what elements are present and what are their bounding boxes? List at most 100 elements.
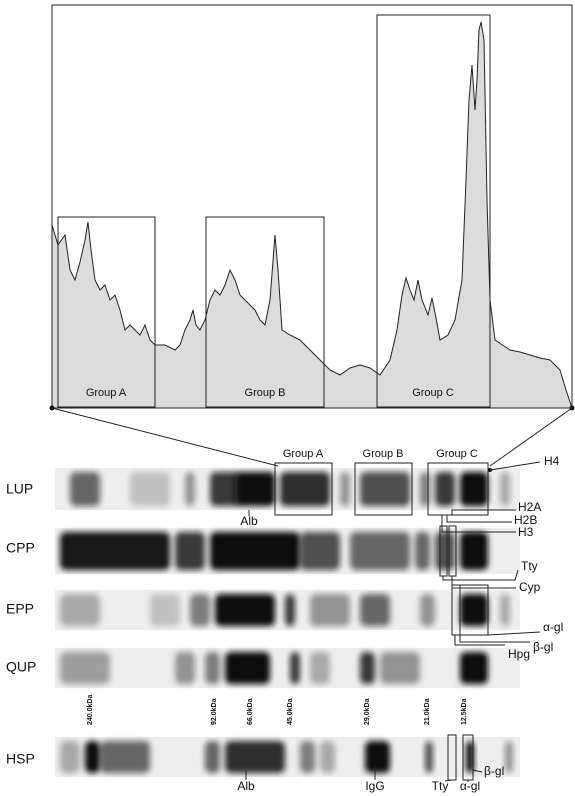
band-label: Hpg xyxy=(508,647,530,661)
marker-label: 66.0kDa xyxy=(247,698,254,725)
band-label: H2A xyxy=(518,500,541,514)
gel-band xyxy=(420,594,435,626)
densitogram-frame xyxy=(51,4,573,408)
lane-label: EPP xyxy=(6,601,34,617)
gel-band xyxy=(85,741,100,773)
group-label: Group C xyxy=(412,387,454,399)
gel-group-box xyxy=(354,462,413,516)
leader xyxy=(442,569,519,581)
band-label: Cyp xyxy=(519,580,541,594)
gel-band xyxy=(505,741,513,773)
gel-band xyxy=(210,472,240,506)
group-box xyxy=(376,14,491,408)
gel-band xyxy=(340,472,350,506)
gel-band xyxy=(100,741,150,773)
gel-band xyxy=(225,741,285,773)
group-box xyxy=(205,216,325,408)
band-label: Tty xyxy=(432,779,449,793)
gel-band xyxy=(175,532,205,570)
band-label: H3 xyxy=(518,525,534,539)
gel-band xyxy=(460,472,488,506)
gel-band xyxy=(415,532,430,570)
band-label: IgG xyxy=(365,779,384,793)
leader xyxy=(444,779,453,782)
gel-band xyxy=(350,532,410,570)
gel-band xyxy=(60,652,110,684)
marker-label: 92.0kDa xyxy=(211,698,218,725)
leader xyxy=(459,635,530,643)
lane-label: LUP xyxy=(6,481,33,497)
leader xyxy=(489,461,541,471)
gel-band xyxy=(290,652,300,684)
gel-band xyxy=(150,594,180,626)
band-label: Alb xyxy=(237,779,255,793)
gel-band xyxy=(60,741,80,773)
marker-label: 12.5kDa xyxy=(461,698,468,725)
gel-band xyxy=(435,472,455,506)
marker-label: 240.0kDa xyxy=(87,695,94,725)
gel-group-box xyxy=(274,462,333,516)
band-label: H4 xyxy=(544,454,560,468)
densitogram-trace xyxy=(51,21,573,409)
band-label: Tty xyxy=(521,559,538,573)
gel-band xyxy=(235,472,275,506)
band-box xyxy=(459,584,489,636)
marker-label: 29.0kDa xyxy=(364,698,371,725)
group-label: Group A xyxy=(86,387,127,399)
connector xyxy=(51,407,279,467)
leader xyxy=(451,509,516,515)
gel-band xyxy=(360,472,410,506)
gel-band xyxy=(210,532,300,570)
connector xyxy=(489,407,573,467)
gel-band xyxy=(360,652,375,684)
marker-label: 21.0kDa xyxy=(424,698,431,725)
leader xyxy=(472,769,483,773)
gel-band xyxy=(500,472,510,506)
gel-group-label: Group A xyxy=(283,448,324,460)
band-label: H2B xyxy=(514,513,537,527)
gel-band xyxy=(425,741,433,773)
gel-band xyxy=(280,472,330,506)
gel-band xyxy=(500,594,510,626)
gel-band xyxy=(360,594,390,626)
gel xyxy=(55,468,520,777)
lane-label: QUP xyxy=(6,659,36,675)
group-label: Group B xyxy=(245,387,286,399)
gel-band xyxy=(300,741,315,773)
marker-label: 45.0kDa xyxy=(287,698,294,725)
gel-band xyxy=(460,652,488,684)
group-box xyxy=(57,216,156,408)
gel-band xyxy=(60,532,170,570)
band-label: α-gl xyxy=(460,779,480,793)
band-label: β-gl xyxy=(533,640,553,654)
gel-band xyxy=(130,472,170,506)
lane-label: HSP xyxy=(6,751,35,767)
gel-band xyxy=(215,594,275,626)
leader xyxy=(441,515,516,533)
band-label: β-gl xyxy=(484,764,504,778)
leader xyxy=(487,631,541,636)
gel-band xyxy=(310,652,330,684)
gel-group-label: Group B xyxy=(363,448,404,460)
leader xyxy=(454,635,505,646)
gel-band xyxy=(310,594,350,626)
gel-band xyxy=(60,594,100,626)
gel-band xyxy=(190,594,210,626)
gel-band xyxy=(460,594,488,626)
gel-band xyxy=(205,741,220,773)
lane-label: CPP xyxy=(6,540,35,556)
gel-band xyxy=(185,472,195,506)
gel-band xyxy=(285,594,295,626)
gel-group-label: Group C xyxy=(436,448,478,460)
gel-band xyxy=(380,652,420,684)
gel-band xyxy=(435,532,455,570)
gel-band xyxy=(225,652,270,684)
gel-band xyxy=(320,741,335,773)
gel-band xyxy=(175,652,195,684)
gel-group-box xyxy=(427,462,489,516)
gel-band xyxy=(70,472,100,506)
band-label: Alb xyxy=(240,514,258,528)
gel-band xyxy=(460,532,488,570)
gel-band xyxy=(466,741,474,773)
